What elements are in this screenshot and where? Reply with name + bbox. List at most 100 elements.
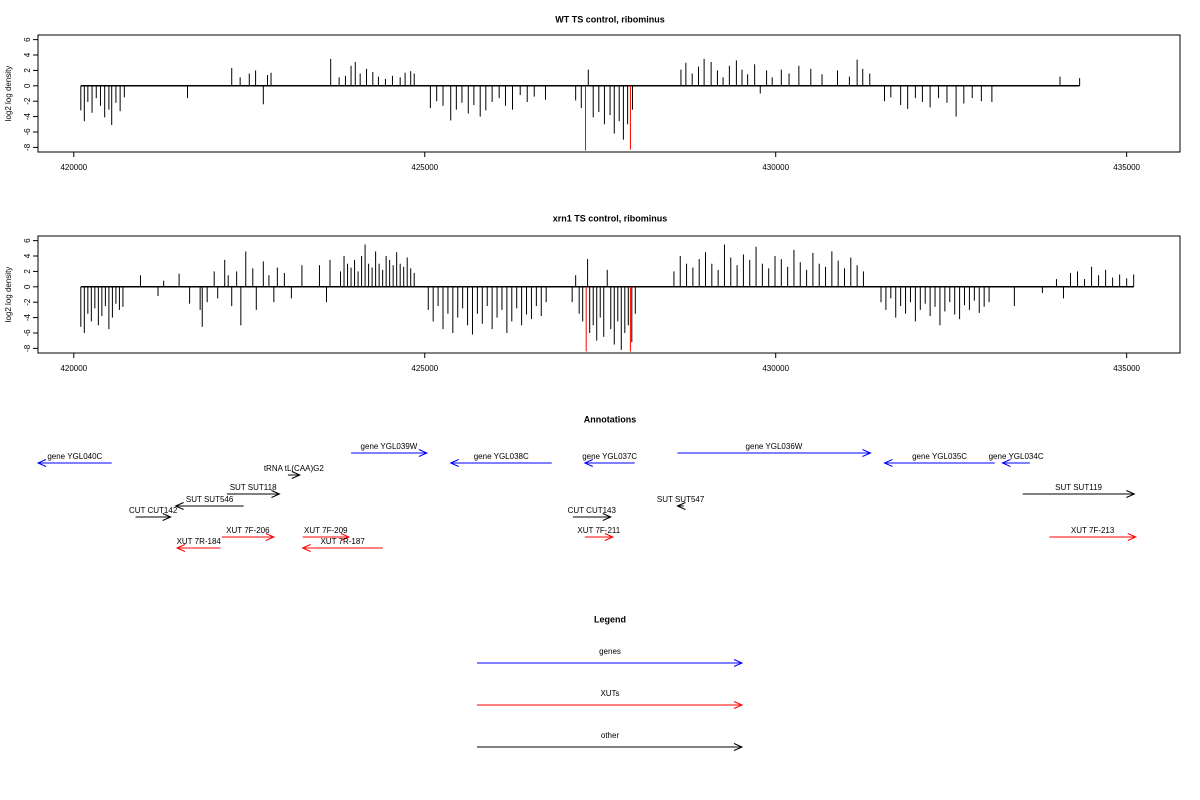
feature-arrow	[135, 513, 172, 521]
y-tick-label: 0	[23, 83, 32, 88]
feature-arrow	[226, 490, 281, 498]
feature-arrow	[1022, 490, 1136, 498]
x-tick-label: 435000	[1113, 364, 1140, 373]
x-tick-label: 420000	[60, 163, 87, 172]
feature-label: SUT SUT118	[230, 483, 277, 492]
chart-title: WT TS control, ribominus	[555, 14, 665, 24]
y-tick-label: -4	[23, 313, 32, 321]
feature-label: gene YGL036W	[746, 442, 803, 451]
x-tick-label: 425000	[411, 364, 438, 373]
feature-arrow	[287, 471, 302, 479]
arrow-head	[162, 513, 172, 521]
arrow-head	[265, 533, 276, 541]
arrow-head	[36, 459, 47, 467]
feature-label: XUT 7R-187	[320, 537, 365, 546]
legend-arrow	[477, 659, 744, 667]
feature-arrow	[301, 544, 383, 552]
feature-arrow	[36, 459, 112, 467]
x-tick-label: 435000	[1113, 163, 1140, 172]
arrow-head	[1127, 533, 1138, 541]
arrow-head	[883, 459, 893, 467]
arrow-head	[604, 533, 615, 541]
y-tick-label: -6	[23, 128, 32, 136]
feature-label: CUT CUT142	[129, 506, 178, 515]
legend-label: XUTs	[600, 689, 619, 698]
feature-arrow	[676, 502, 686, 510]
y-axis-label: log2 log density	[4, 66, 13, 122]
y-tick-label: -8	[23, 344, 32, 352]
arrow-head	[733, 701, 744, 709]
feature-arrow	[221, 533, 276, 541]
legend-label: genes	[599, 647, 621, 656]
arrow-head	[418, 449, 429, 457]
feature-arrow	[1001, 459, 1030, 467]
feature-label: SUT SUT546	[186, 495, 234, 504]
feature-label: SUT SUT547	[657, 495, 705, 504]
feature-label: tRNA tL(CAA)G2	[264, 464, 325, 473]
arrow-head	[175, 544, 186, 552]
feature-label: gene YGL040C	[47, 452, 102, 461]
feature-arrow	[175, 544, 221, 552]
y-tick-label: -4	[23, 112, 32, 120]
feature-arrow	[1049, 533, 1138, 541]
y-tick-label: 2	[23, 68, 32, 73]
feature-label: CUT CUT143	[568, 506, 617, 515]
feature-arrow	[883, 459, 995, 467]
chart-title: xrn1 TS control, ribominus	[553, 213, 668, 223]
y-tick-label: -8	[23, 143, 32, 151]
arrow-head	[449, 459, 459, 467]
arrow-head	[733, 659, 744, 667]
arrow-head	[676, 502, 686, 510]
feature-label: XUT 7F-211	[577, 526, 620, 535]
arrow-head	[271, 490, 281, 498]
y-axis-label: log2 log density	[4, 267, 13, 323]
feature-arrow	[677, 449, 872, 457]
arrow-head	[583, 459, 593, 467]
arrow-head	[862, 449, 872, 457]
y-tick-label: 6	[23, 37, 32, 42]
x-tick-label: 425000	[411, 163, 438, 172]
feature-label: XUT 7R-184	[177, 537, 222, 546]
y-tick-label: -2	[23, 97, 32, 105]
y-tick-label: 4	[23, 52, 32, 57]
arrow-head	[733, 743, 744, 751]
feature-arrow	[583, 459, 635, 467]
y-tick-label: 2	[23, 269, 32, 274]
feature-label: gene YGL039W	[361, 442, 418, 451]
y-tick-label: -6	[23, 329, 32, 337]
x-tick-label: 430000	[762, 364, 789, 373]
arrow-head	[602, 513, 613, 521]
legend-label: other	[601, 731, 620, 740]
legend-arrow	[477, 701, 744, 709]
feature-arrow	[302, 533, 351, 541]
feature-label: gene YGL034C	[989, 452, 1044, 461]
y-tick-label: -2	[23, 298, 32, 306]
feature-arrow	[449, 459, 552, 467]
arrow-head	[174, 502, 184, 510]
feature-arrow	[584, 533, 615, 541]
legend-arrow	[477, 743, 744, 751]
arrow-head	[291, 471, 302, 479]
y-tick-label: 0	[23, 284, 32, 289]
feature-arrow	[572, 513, 613, 521]
y-tick-label: 6	[23, 238, 32, 243]
feature-arrow	[351, 449, 429, 457]
arrow-head	[301, 544, 311, 552]
feature-label: XUT 7F-209	[304, 526, 348, 535]
annotations-title: Annotations	[584, 414, 637, 424]
feature-label: gene YGL037C	[582, 452, 637, 461]
feature-label: gene YGL038C	[474, 452, 529, 461]
arrow-head	[1126, 490, 1136, 498]
plot-frame	[37, 34, 1181, 153]
feature-label: SUT SUT119	[1055, 483, 1102, 492]
feature-label: XUT 7F-206	[226, 526, 270, 535]
y-tick-label: 4	[23, 253, 32, 258]
legend-title: Legend	[594, 614, 626, 624]
feature-label: gene YGL035C	[912, 452, 967, 461]
arrow-head	[340, 533, 351, 541]
x-tick-label: 430000	[762, 163, 789, 172]
arrow-head	[1001, 459, 1011, 467]
feature-label: XUT 7F-213	[1071, 526, 1115, 535]
x-tick-label: 420000	[60, 364, 87, 373]
